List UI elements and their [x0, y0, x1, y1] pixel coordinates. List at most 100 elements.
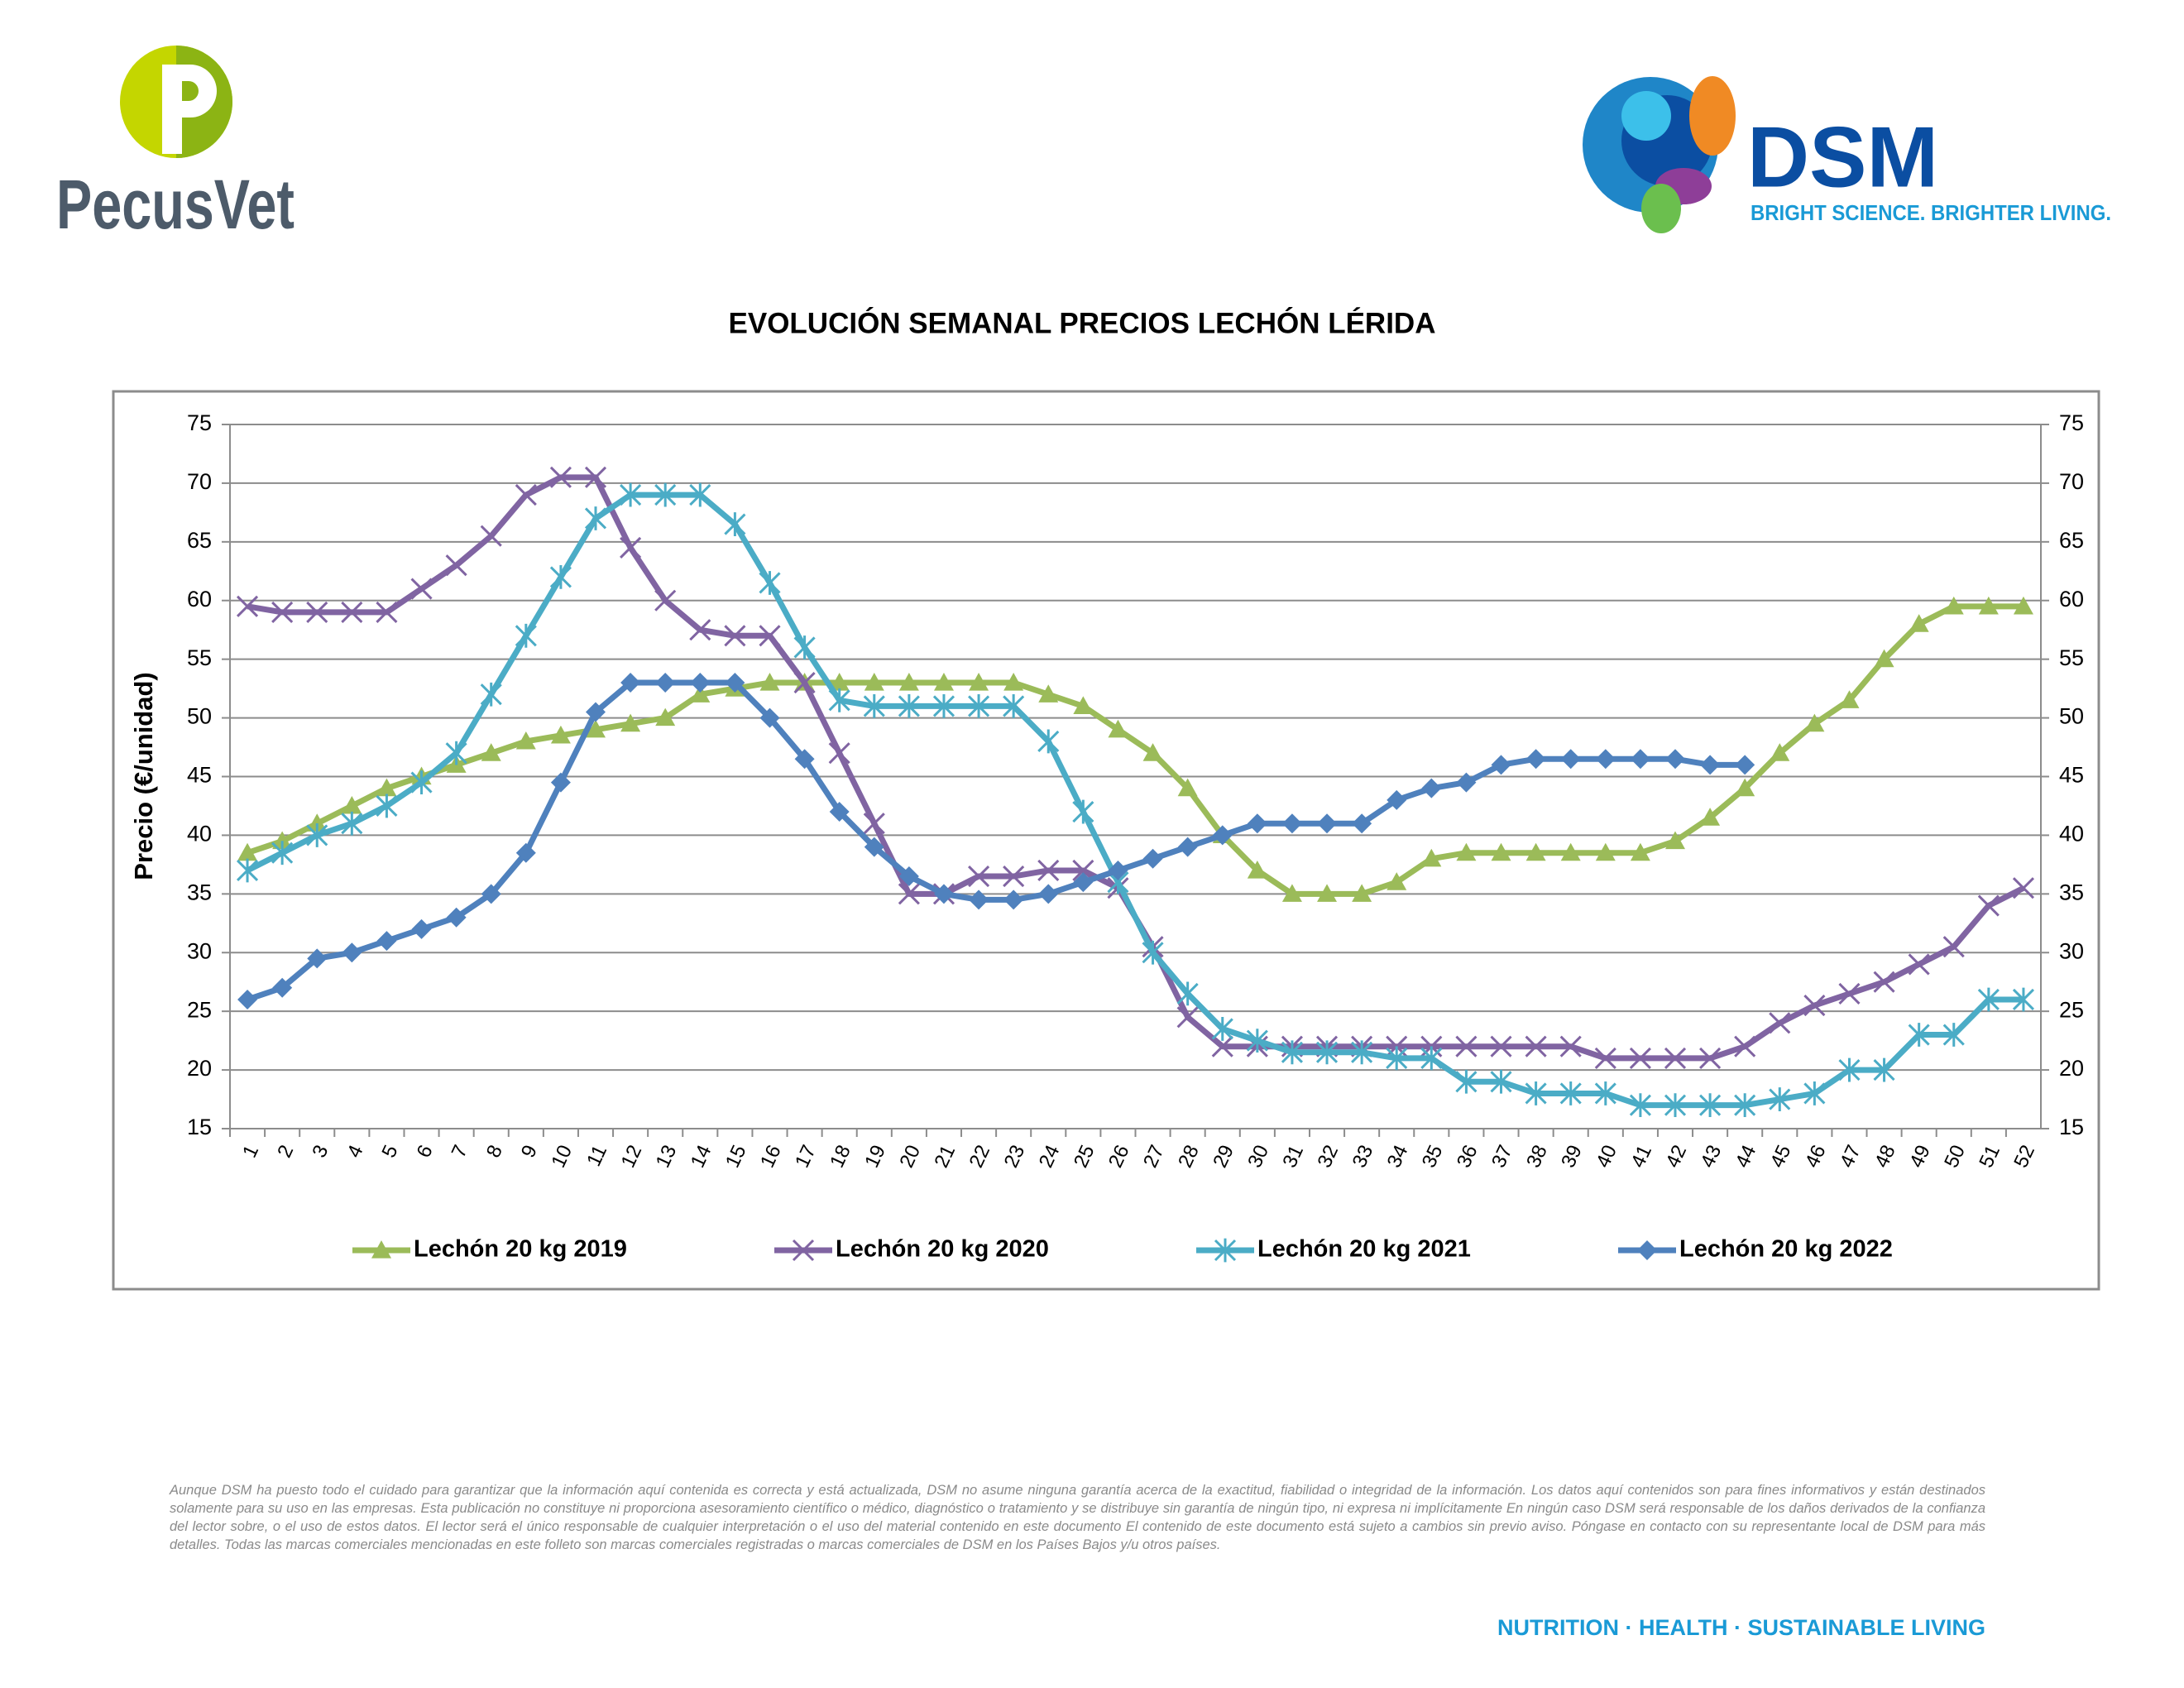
y2-tick-label: 60: [2059, 587, 2084, 611]
marker: [1908, 953, 1930, 976]
marker: [1455, 1069, 1478, 1094]
logo-bowl: [182, 65, 217, 117]
marker: [933, 673, 954, 691]
marker: [1421, 778, 1442, 798]
marker: [237, 842, 258, 861]
marker: [515, 623, 537, 648]
marker: [1003, 890, 1024, 910]
marker: [829, 673, 850, 691]
marker: [445, 554, 467, 577]
y-axis-label: Precio (€/unidad): [129, 672, 158, 880]
marker: [410, 578, 433, 600]
marker: [1490, 1069, 1512, 1094]
marker: [272, 831, 293, 850]
marker: [1351, 1040, 1373, 1065]
marker: [1037, 729, 1060, 754]
marker: [1072, 799, 1094, 824]
marker: [933, 884, 954, 904]
y2-tick-label: 30: [2059, 938, 2084, 963]
marker: [1699, 1047, 1722, 1069]
marker: [1387, 872, 1407, 890]
marker: [481, 743, 501, 761]
marker: [759, 571, 781, 595]
marker: [1142, 848, 1163, 869]
marker: [1595, 749, 1616, 770]
marker: [1003, 694, 1025, 718]
marker: [1839, 690, 1860, 708]
marker: [272, 977, 293, 998]
marker: [1977, 987, 2000, 1012]
chart-frame: [112, 390, 2100, 1291]
marker: [725, 673, 745, 693]
marker: [793, 635, 816, 659]
y2-tick-label: 40: [2059, 822, 2084, 846]
marker: [1664, 1093, 1687, 1118]
marker: [655, 673, 676, 693]
marker: [480, 682, 502, 707]
marker: [689, 619, 711, 641]
marker: [1456, 772, 1477, 793]
marker: [969, 890, 989, 910]
marker: [1491, 842, 1511, 861]
marker: [549, 564, 572, 589]
series-line: [246, 603, 2024, 897]
marker: [898, 866, 919, 887]
marker: [690, 684, 711, 703]
marker: [1803, 1081, 1826, 1105]
logo-stem: [162, 65, 182, 154]
marker: [376, 794, 398, 818]
marker: [1769, 1012, 1791, 1034]
y2-tick-label: 45: [2059, 763, 2084, 788]
marker: [863, 813, 885, 835]
marker: [1664, 831, 1685, 850]
y2-tick-label: 25: [2059, 997, 2084, 1022]
right-logo-tagline: BRIGHT SCIENCE. BRIGHTER LIVING.: [1751, 200, 2111, 225]
marker: [1560, 842, 1581, 861]
marker: [620, 482, 642, 507]
marker: [1176, 981, 1199, 1006]
marker: [1629, 1047, 1651, 1069]
marker: [1804, 713, 1825, 732]
marker: [1942, 936, 1965, 958]
marker: [1177, 837, 1198, 857]
y-tick-label: 60: [187, 587, 212, 611]
marker: [1942, 1023, 1965, 1047]
y-tick-label: 40: [187, 822, 212, 846]
chart-title: EVOLUCIÓN SEMANAL PRECIOS LECHÓN LÉRIDA: [729, 306, 1436, 339]
marker: [1456, 842, 1477, 861]
marker: [1387, 789, 1407, 810]
disclaimer: Aunque DSM ha puesto todo el cuidado par…: [170, 1483, 1985, 1552]
marker: [724, 512, 746, 536]
marker: [2012, 877, 2035, 899]
marker: [1874, 649, 1894, 668]
marker: [1803, 995, 1826, 1017]
y-tick-label: 15: [187, 1115, 212, 1139]
marker: [863, 694, 885, 718]
marker: [1352, 884, 1372, 902]
marker: [1038, 884, 1059, 904]
marker: [1594, 1081, 1616, 1105]
marker: [1525, 842, 1546, 861]
marker: [620, 713, 641, 732]
marker: [1490, 1035, 1512, 1057]
marker: [1629, 1093, 1651, 1118]
marker: [1211, 1035, 1233, 1057]
marker: [620, 673, 641, 693]
y-tick-label: 30: [187, 938, 212, 963]
marker: [1420, 1046, 1443, 1071]
marker: [654, 589, 677, 611]
marker: [1246, 1029, 1268, 1053]
marker: [1003, 673, 1024, 691]
legend-label: Lechón 20 kg 2022: [1679, 1236, 1893, 1263]
marker: [1176, 1006, 1199, 1029]
marker: [654, 482, 677, 507]
marker: [1315, 1040, 1339, 1065]
y-tick-label: 55: [187, 645, 212, 670]
marker: [1664, 749, 1685, 770]
marker: [376, 778, 397, 797]
marker: [1735, 778, 1755, 797]
y2-tick-label: 75: [2059, 410, 2084, 435]
marker: [515, 842, 536, 863]
marker: [586, 702, 606, 722]
